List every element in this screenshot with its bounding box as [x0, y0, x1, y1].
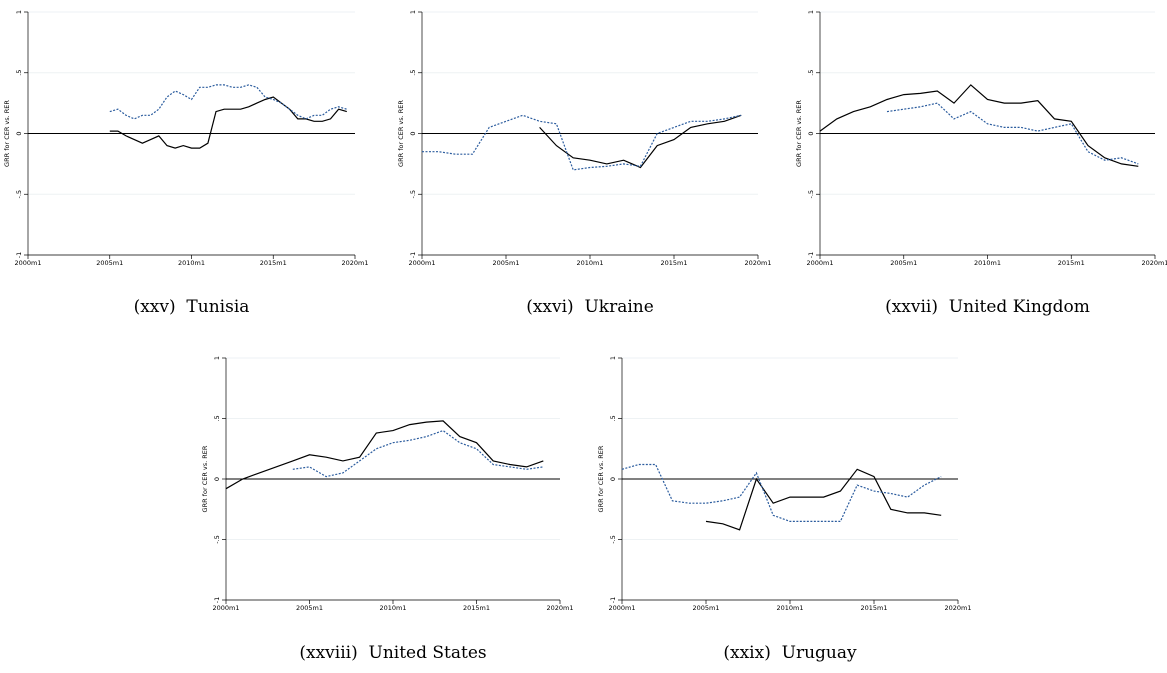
x-tick-label: 2015m1 [860, 604, 887, 612]
y-tick-label: .5 [213, 415, 221, 421]
x-tick-label: 2015m1 [463, 604, 490, 612]
x-tick-label: 2000m1 [806, 259, 833, 267]
y-axis-label: GRR for CER vs. RER [597, 445, 605, 512]
series-line [539, 114, 742, 169]
y-tick-label: 1 [409, 10, 417, 14]
series-line [886, 102, 1139, 165]
x-tick-label: 2000m1 [408, 259, 435, 267]
x-tick-label: 2005m1 [890, 259, 917, 267]
y-axis-label: GRR for CER vs. RER [795, 100, 803, 167]
y-tick-label: 0 [15, 131, 23, 135]
series-line [109, 96, 347, 149]
series-line [621, 463, 942, 522]
y-tick-label: .5 [609, 415, 617, 421]
y-tick-label: .5 [409, 70, 417, 76]
series-line [292, 429, 544, 478]
x-tick-label: 2005m1 [296, 604, 323, 612]
y-axis-label: GRR for CER vs. RER [397, 100, 405, 167]
y-axis-label: GRR for CER vs. RER [201, 445, 209, 512]
y-tick-label: -.5 [213, 535, 221, 544]
x-tick-label: 2010m1 [379, 604, 406, 612]
x-tick-label: 2020m1 [341, 259, 368, 267]
y-tick-label: 1 [213, 356, 221, 360]
y-tick-label: .5 [15, 70, 23, 76]
x-tick-label: 2015m1 [660, 259, 687, 267]
y-tick-label: 1 [609, 356, 617, 360]
x-tick-label: 2020m1 [744, 259, 771, 267]
x-tick-label: 2005m1 [692, 604, 719, 612]
x-tick-label: 2000m1 [608, 604, 635, 612]
y-tick-label: -1 [409, 252, 417, 258]
y-tick-label: -1 [609, 597, 617, 603]
x-tick-label: 2015m1 [260, 259, 287, 267]
y-tick-label: -.5 [15, 190, 23, 199]
y-tick-label: -1 [807, 252, 815, 258]
series-line [705, 468, 942, 531]
x-tick-label: 2015m1 [1058, 259, 1085, 267]
series-line [819, 84, 1139, 167]
caption: (xxvi) Ukraine [526, 297, 654, 317]
series-line [422, 114, 742, 171]
caption: (xxviii) United States [299, 643, 486, 663]
y-tick-label: 0 [213, 477, 221, 481]
x-tick-label: 2020m1 [944, 604, 971, 612]
caption: (xxv) Tunisia [134, 297, 250, 317]
y-tick-label: 1 [807, 10, 815, 14]
y-tick-label: .5 [807, 70, 815, 76]
y-axis-label: GRR for CER vs. RER [3, 100, 11, 167]
x-tick-label: 2020m1 [1141, 259, 1167, 267]
y-tick-label: -.5 [609, 535, 617, 544]
y-tick-label: 0 [609, 477, 617, 481]
x-tick-label: 2005m1 [96, 259, 123, 267]
y-tick-label: -1 [15, 252, 23, 258]
series-line [109, 84, 347, 120]
series-line [225, 420, 544, 490]
caption: (xxix) Uruguay [723, 643, 857, 663]
x-tick-label: 2000m1 [14, 259, 41, 267]
y-tick-label: -1 [213, 597, 221, 603]
x-tick-label: 2005m1 [492, 259, 519, 267]
x-tick-label: 2020m1 [546, 604, 573, 612]
caption: (xxvii) United Kingdom [885, 297, 1090, 317]
x-tick-label: 2000m1 [212, 604, 239, 612]
y-tick-label: 0 [807, 131, 815, 135]
x-tick-label: 2010m1 [974, 259, 1001, 267]
x-tick-label: 2010m1 [178, 259, 205, 267]
x-tick-label: 2010m1 [576, 259, 603, 267]
y-tick-label: 1 [15, 10, 23, 14]
y-tick-label: -.5 [807, 190, 815, 199]
y-tick-label: 0 [409, 131, 417, 135]
x-tick-label: 2010m1 [776, 604, 803, 612]
y-tick-label: -.5 [409, 190, 417, 199]
